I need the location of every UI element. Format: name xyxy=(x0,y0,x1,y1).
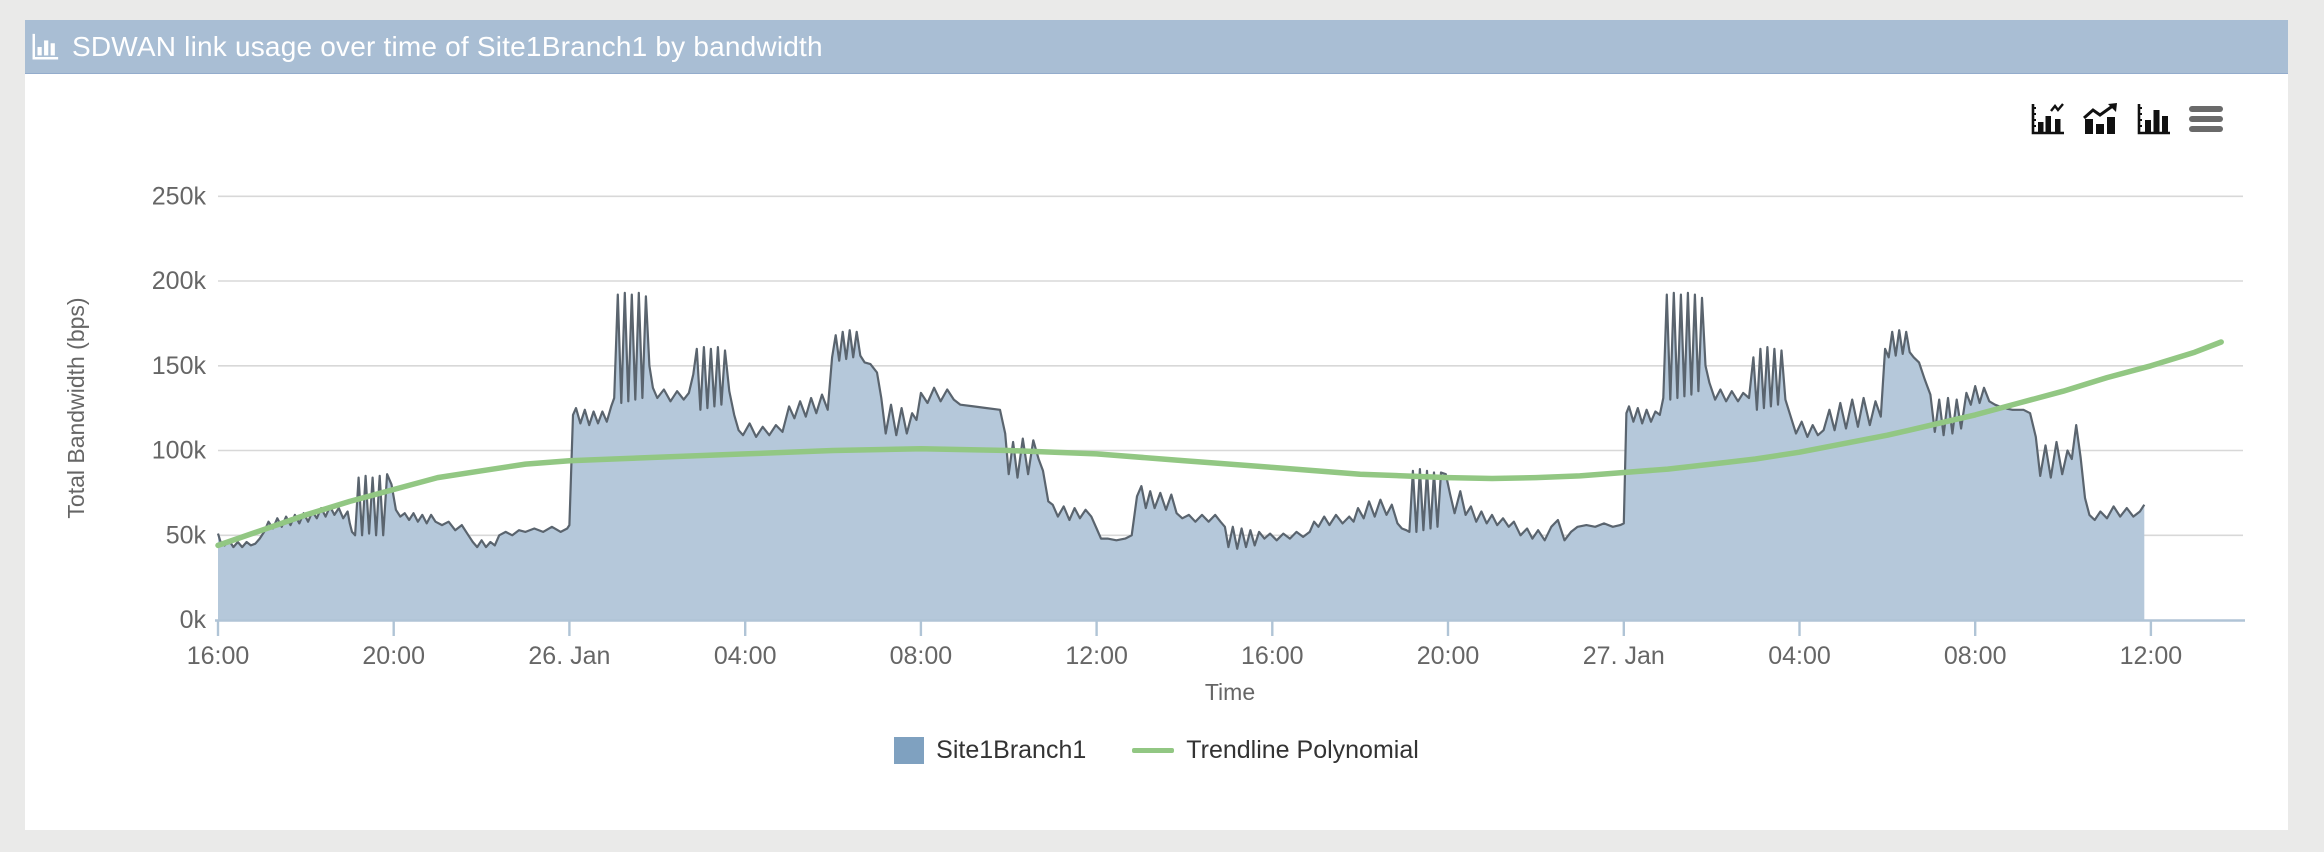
legend-swatch-area xyxy=(894,737,925,764)
legend-label-site1branch1: Site1Branch1 xyxy=(936,736,1087,764)
svg-text:100k: 100k xyxy=(152,437,207,465)
svg-text:27. Jan: 27. Jan xyxy=(1583,642,1665,670)
svg-text:08:00: 08:00 xyxy=(890,642,953,670)
bar-chart-icon xyxy=(30,32,60,62)
svg-text:16:00: 16:00 xyxy=(1241,642,1304,670)
svg-text:250k: 250k xyxy=(152,182,207,210)
trend-chart-icon[interactable] xyxy=(2082,102,2120,136)
legend-swatch-line xyxy=(1132,748,1175,753)
legend-item-site1branch1[interactable]: Site1Branch1 xyxy=(894,736,1086,765)
column-chart-icon[interactable] xyxy=(2136,102,2172,136)
svg-text:50k: 50k xyxy=(166,521,207,549)
svg-text:20:00: 20:00 xyxy=(362,642,425,670)
legend-label-trendline: Trendline Polynomial xyxy=(1186,736,1419,764)
svg-text:12:00: 12:00 xyxy=(2120,642,2183,670)
area-series-fill xyxy=(218,292,2145,620)
svg-text:12:00: 12:00 xyxy=(1065,642,1128,670)
trendline-series xyxy=(215,339,2224,549)
legend-item-trendline[interactable]: Trendline Polynomial xyxy=(1132,736,1419,765)
chart-toolbar xyxy=(2030,102,2224,136)
svg-text:08:00: 08:00 xyxy=(1944,642,2007,670)
svg-text:16:00: 16:00 xyxy=(187,642,250,670)
svg-text:200k: 200k xyxy=(152,267,207,295)
svg-text:0k: 0k xyxy=(180,606,207,634)
chart-panel: SDWAN link usage over time of Site1Branc… xyxy=(25,20,2288,830)
x-axis-title: Time xyxy=(1205,679,1255,705)
menu-icon[interactable] xyxy=(2188,104,2224,134)
y-axis-title: Total Bandwidth (bps) xyxy=(63,297,89,518)
chart-plot-area[interactable]: 16:00 20:00 26. Jan 04:00 08:00 12:00 16:00 20:… xyxy=(25,74,2288,830)
panel-title: SDWAN link usage over time of Site1Branc… xyxy=(72,30,823,62)
svg-text:26. Jan: 26. Jan xyxy=(528,642,610,670)
area-series-line xyxy=(216,291,2146,550)
chart-legend: Site1Branch1 Trendline Polynomial xyxy=(25,736,2288,765)
svg-text:04:00: 04:00 xyxy=(714,642,777,670)
svg-text:20:00: 20:00 xyxy=(1417,642,1480,670)
combo-chart-icon[interactable] xyxy=(2030,102,2066,136)
panel-header: SDWAN link usage over time of Site1Branc… xyxy=(25,20,2288,74)
svg-text:150k: 150k xyxy=(152,352,207,380)
svg-text:04:00: 04:00 xyxy=(1768,642,1831,670)
